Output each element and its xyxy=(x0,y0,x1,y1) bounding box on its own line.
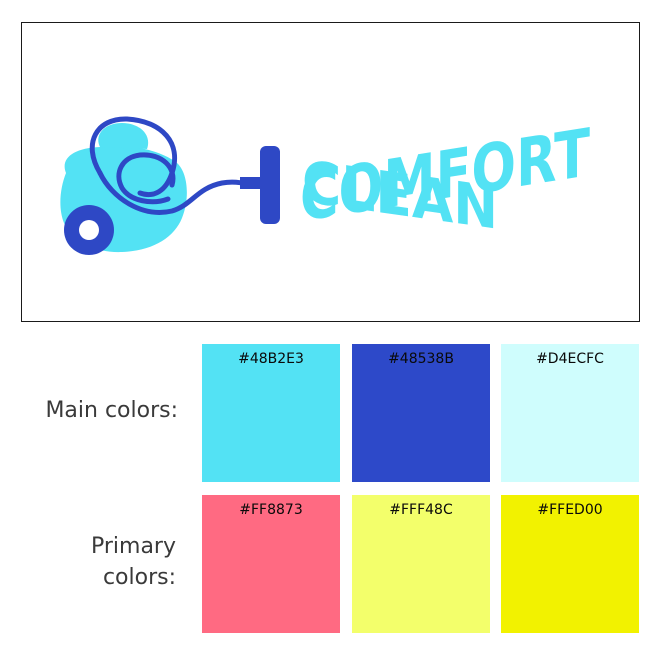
color-swatch: #48B2E3 xyxy=(202,344,340,482)
color-hex-code: #FF8873 xyxy=(239,502,303,518)
logo-frame: COMFORT CLEAN xyxy=(21,22,640,322)
color-hex-code: #FFED00 xyxy=(537,502,603,518)
vacuum-cleaner-icon xyxy=(60,116,280,255)
color-hex-code: #FFF48C xyxy=(389,502,453,518)
color-swatch: #D4ECFC xyxy=(501,344,639,482)
brand-wordmark: COMFORT CLEAN xyxy=(300,113,590,242)
primary-colors-label: Primary colors: xyxy=(90,534,176,590)
color-hex-code: #48538B xyxy=(388,351,454,367)
color-swatch: #FF8873 xyxy=(202,495,340,633)
main-colors-label: Main colors: xyxy=(45,398,178,423)
color-hex-code: #D4ECFC xyxy=(536,351,604,367)
color-swatch: #48538B xyxy=(352,344,490,482)
color-swatch: #FFED00 xyxy=(501,495,639,633)
comfort-clean-logo: COMFORT CLEAN xyxy=(60,113,590,255)
color-hex-code: #48B2E3 xyxy=(238,351,304,367)
color-swatch: #FFF48C xyxy=(352,495,490,633)
